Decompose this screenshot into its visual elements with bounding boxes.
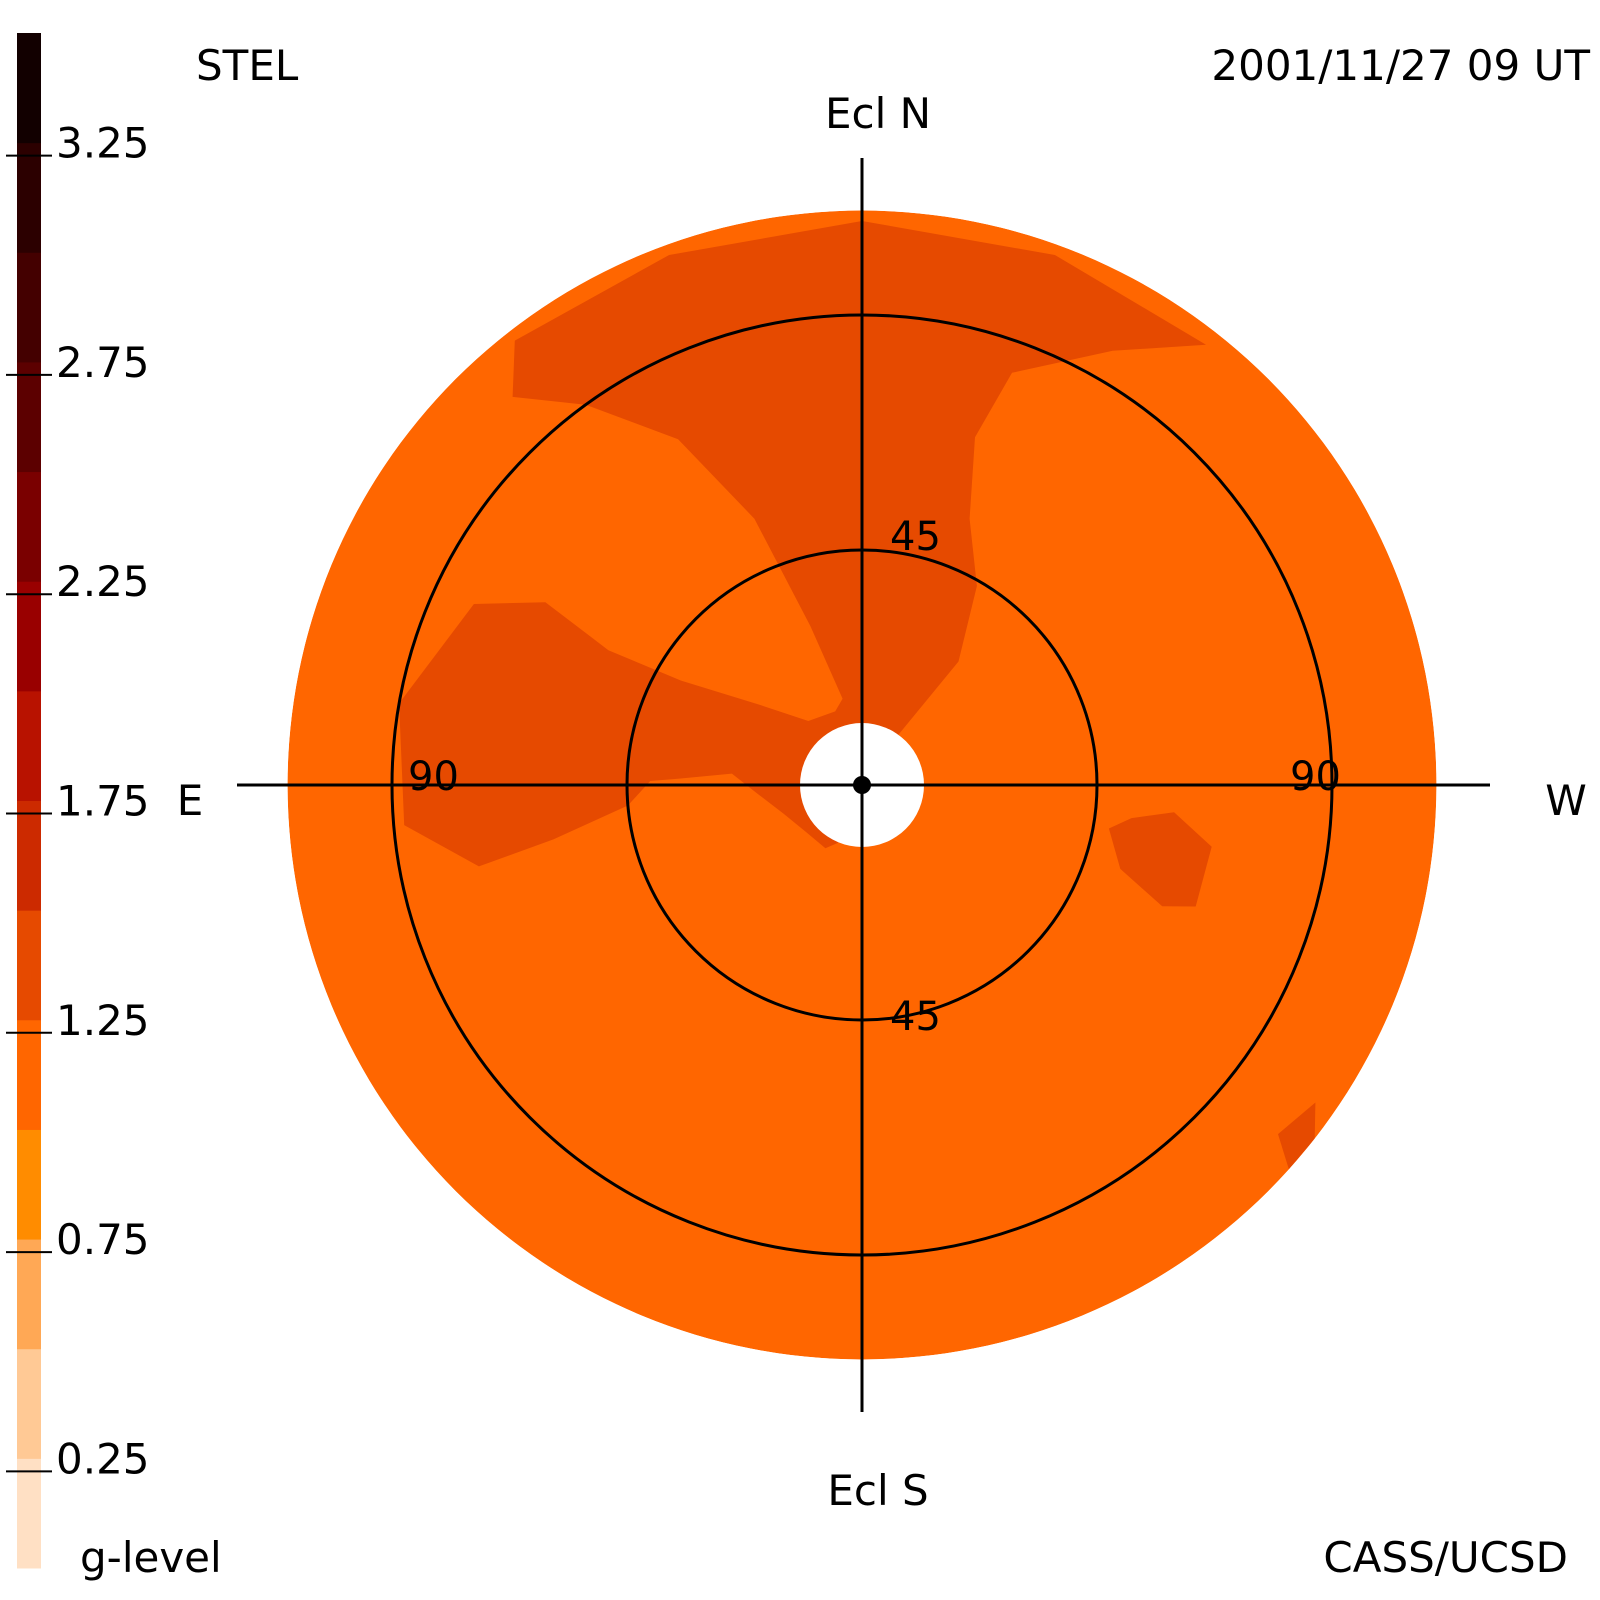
region-north-lobe — [512, 221, 1206, 770]
colorbar — [17, 33, 41, 1569]
colorbar-segment — [17, 1129, 41, 1240]
colorbar-segment — [17, 142, 41, 253]
direction-south-label: Ecl S — [827, 1466, 928, 1515]
direction-axes — [237, 158, 1490, 1412]
colorbar-tick-label: 1.75 — [56, 777, 150, 826]
colorbar-tick-label: 0.25 — [56, 1434, 150, 1483]
colorbar-segment — [17, 471, 41, 582]
colorbar-tick-label: 2.75 — [56, 338, 150, 387]
colorbar-segment — [17, 800, 41, 911]
colorbar-segment — [17, 361, 41, 473]
colorbar-segment — [17, 1239, 41, 1350]
colorbar-segment — [17, 581, 41, 692]
colorbar-tick-label: 3.25 — [56, 119, 150, 168]
colorbar-segment — [17, 1458, 41, 1569]
colorbar-segment — [17, 1348, 41, 1459]
elongation-label-west: 90 — [1290, 754, 1341, 800]
colorbar-tick-label: 2.25 — [56, 557, 150, 606]
sun-center-marker — [853, 776, 871, 794]
elongation-label-east: 90 — [408, 754, 459, 800]
colorbar-label: g-level — [80, 1533, 222, 1582]
colorbar-tick-label: 0.75 — [56, 1215, 150, 1264]
region-west-spot — [1108, 812, 1212, 907]
elongation-label-north: 45 — [890, 514, 941, 560]
direction-east-label: E — [177, 776, 204, 825]
colorbar-segment — [17, 33, 41, 144]
region-rim-spot — [1278, 1102, 1316, 1170]
direction-west-label: W — [1545, 776, 1587, 825]
colorbar-segment — [17, 910, 41, 1021]
direction-north-label: Ecl N — [825, 89, 931, 138]
credit-label: CASS/UCSD — [1323, 1533, 1568, 1582]
colorbar-tick-label: 1.25 — [56, 996, 150, 1045]
elongation-label-south: 45 — [890, 994, 941, 1040]
colorbar-ticks — [6, 154, 52, 1473]
colorbar-segment — [17, 1019, 41, 1130]
colorbar-segment — [17, 252, 41, 363]
region-east-arm — [399, 602, 862, 867]
instrument-label: STEL — [196, 41, 299, 90]
colorbar-segment — [17, 690, 41, 801]
timestamp-label: 2001/11/27 09 UT — [1211, 41, 1590, 90]
